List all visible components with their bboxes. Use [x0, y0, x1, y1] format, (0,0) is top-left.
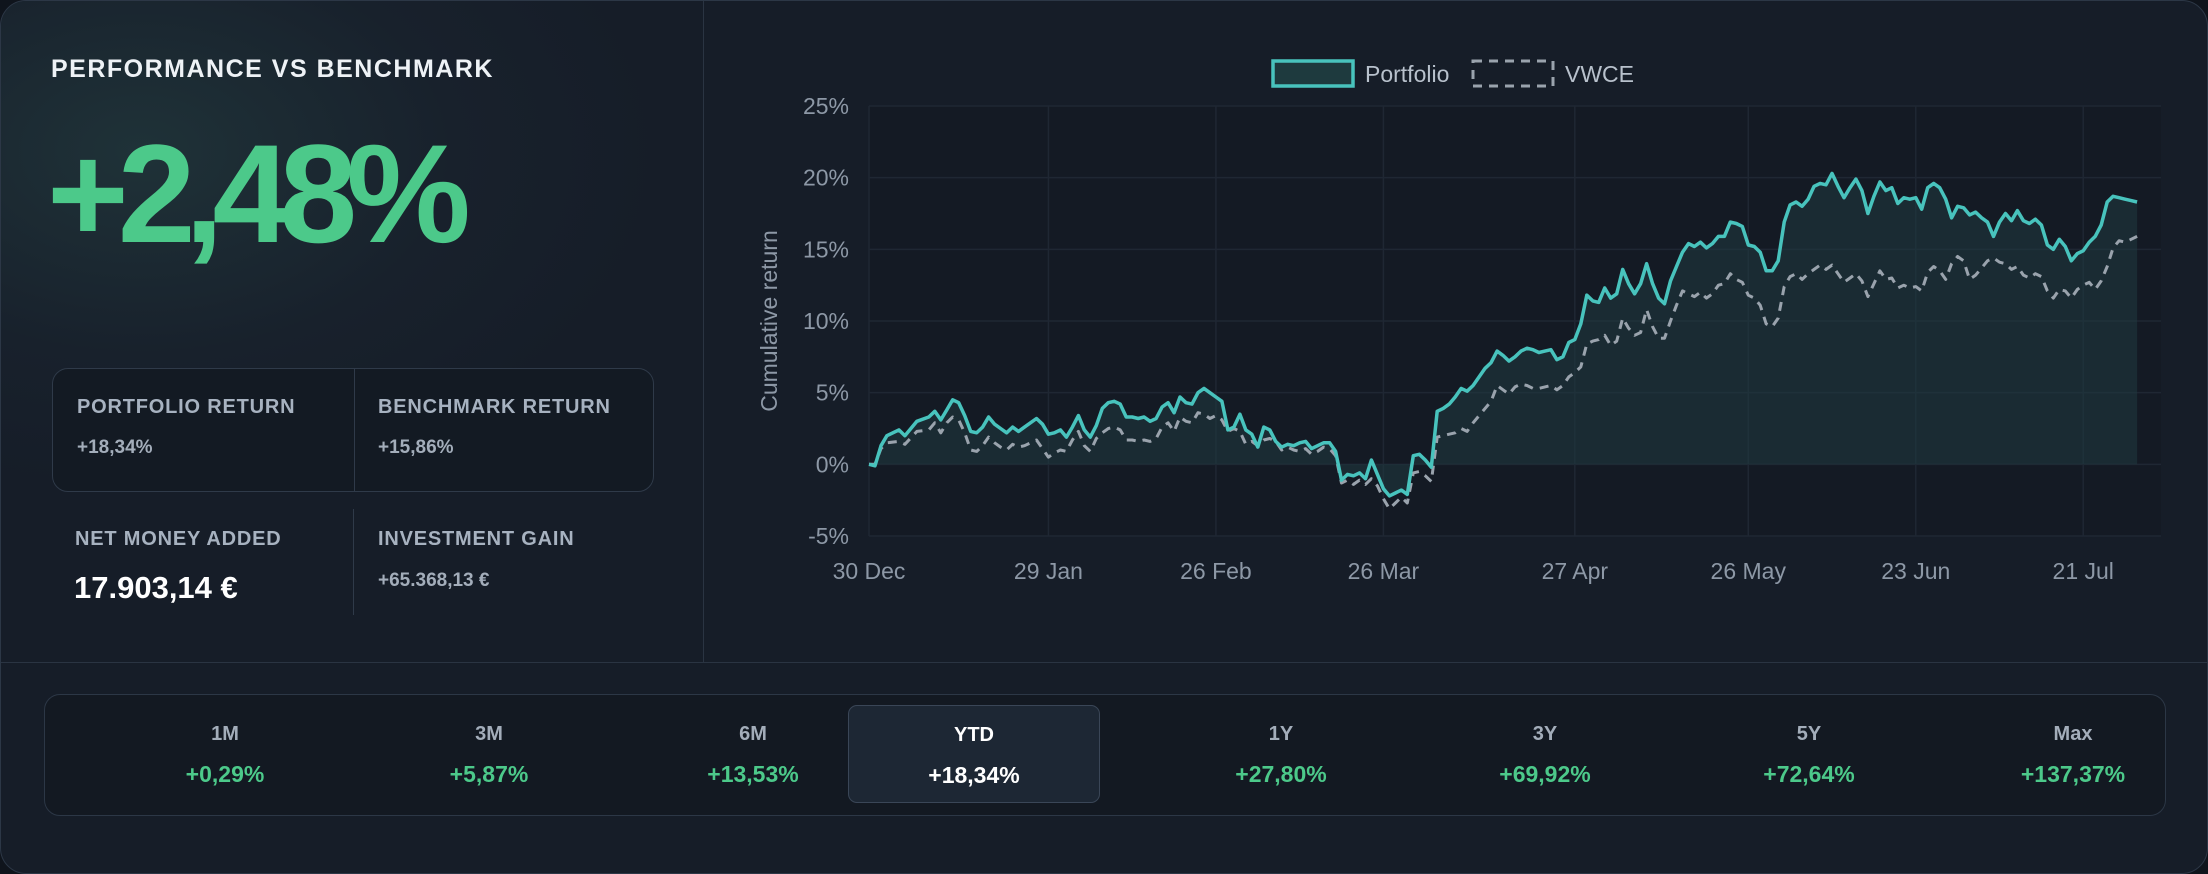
x-tick-label: 30 Dec [833, 558, 906, 584]
period-1m[interactable]: 1M +0,29% [99, 695, 351, 815]
period-label: 5Y [1796, 723, 1822, 745]
y-tick-label: 5% [816, 380, 849, 406]
y-axis-ticks: -5% 0% 5% 10% 15% 20% 25% [803, 93, 849, 549]
period-label: 1M [211, 723, 239, 745]
x-axis-ticks: 30 Dec 29 Jan 26 Feb 26 Mar 27 Apr 26 May 23 J… [833, 558, 2114, 584]
y-tick-label: 20% [803, 165, 849, 191]
legend-swatch-vwce [1471, 59, 1555, 88]
period-value: +13,53% [707, 761, 799, 787]
portfolio-area-fill [869, 173, 2138, 496]
x-tick-label: 26 Mar [1348, 558, 1420, 584]
period-label: YTD [954, 724, 994, 746]
benchmark-return-label: BENCHMARK RETURN [378, 396, 611, 418]
period-max[interactable]: Max +137,37% [1947, 695, 2199, 815]
period-label: 1Y [1268, 723, 1294, 745]
period-3m[interactable]: 3M +5,87% [363, 695, 615, 815]
period-ytd[interactable]: YTD +18,34% [848, 705, 1100, 803]
y-tick-label: 15% [803, 236, 849, 262]
chart-legend: Portfolio VWCE [1271, 59, 1634, 88]
net-money-added-value: 17.903,14 € [74, 570, 238, 605]
x-tick-label: 26 Feb [1180, 558, 1252, 584]
y-axis-label: Cumulative return [756, 230, 782, 412]
period-label: 3Y [1532, 723, 1558, 745]
benchmark-series-line [869, 235, 2138, 511]
period-value: +0,29% [185, 761, 265, 787]
period-label: Max [2053, 723, 2093, 745]
x-tick-label: 26 May [1711, 558, 1787, 584]
period-1y[interactable]: 1Y +27,80% [1155, 695, 1407, 815]
period-selector: 1M +0,29% 3M +5,87% 6M +13,53% YTD +18,3… [44, 694, 2166, 816]
legend-label-vwce: VWCE [1565, 61, 1634, 87]
investment-gain-value: +65.368,13 € [378, 570, 490, 591]
returns-divider [354, 369, 355, 491]
period-5y[interactable]: 5Y +72,64% [1683, 695, 1935, 815]
net-money-added-label: NET MONEY ADDED [75, 528, 282, 550]
y-tick-label: 10% [803, 308, 849, 334]
period-6m[interactable]: 6M +13,53% [627, 695, 879, 815]
period-3y[interactable]: 3Y +69,92% [1419, 695, 1671, 815]
x-tick-label: 21 Jul [2053, 558, 2114, 584]
period-label: 3M [475, 723, 503, 745]
legend-swatch-portfolio [1271, 59, 1355, 88]
legend-label-portfolio: Portfolio [1365, 61, 1449, 87]
section-divider [1, 662, 2207, 663]
period-value: +69,92% [1499, 761, 1591, 787]
benchmark-return-value: +15,86% [378, 437, 454, 458]
y-tick-label: 0% [816, 451, 849, 477]
investment-gain-label: INVESTMENT GAIN [378, 528, 575, 550]
stats-divider [353, 509, 354, 615]
y-tick-label: 25% [803, 93, 849, 119]
period-value: +27,80% [1235, 761, 1327, 787]
period-value: +137,37% [2020, 761, 2126, 787]
x-tick-label: 27 Apr [1542, 558, 1609, 584]
summary-panel: PERFORMANCE VS BENCHMARK +2,48% PORTFOLI… [1, 1, 704, 662]
period-value: +72,64% [1763, 761, 1855, 787]
period-value: +18,34% [928, 762, 1020, 788]
period-value: +5,87% [449, 761, 529, 787]
x-tick-label: 23 Jun [1881, 558, 1950, 584]
portfolio-return-value: +18,34% [77, 437, 153, 458]
portfolio-series-line [868, 171, 2138, 498]
headline-difference: +2,48% [47, 115, 471, 272]
y-tick-label: -5% [808, 523, 849, 549]
returns-box: PORTFOLIO RETURN +18,34% BENCHMARK RETUR… [52, 368, 654, 492]
x-tick-label: 29 Jan [1014, 558, 1083, 584]
performance-chart: -5% 0% 5% 10% 15% 20% 25% 30 Dec 29 Jan 26 Feb 26… [756, 59, 2161, 584]
panel-title: PERFORMANCE VS BENCHMARK [51, 55, 494, 83]
period-label: 6M [739, 723, 767, 745]
portfolio-return-label: PORTFOLIO RETURN [77, 396, 296, 418]
